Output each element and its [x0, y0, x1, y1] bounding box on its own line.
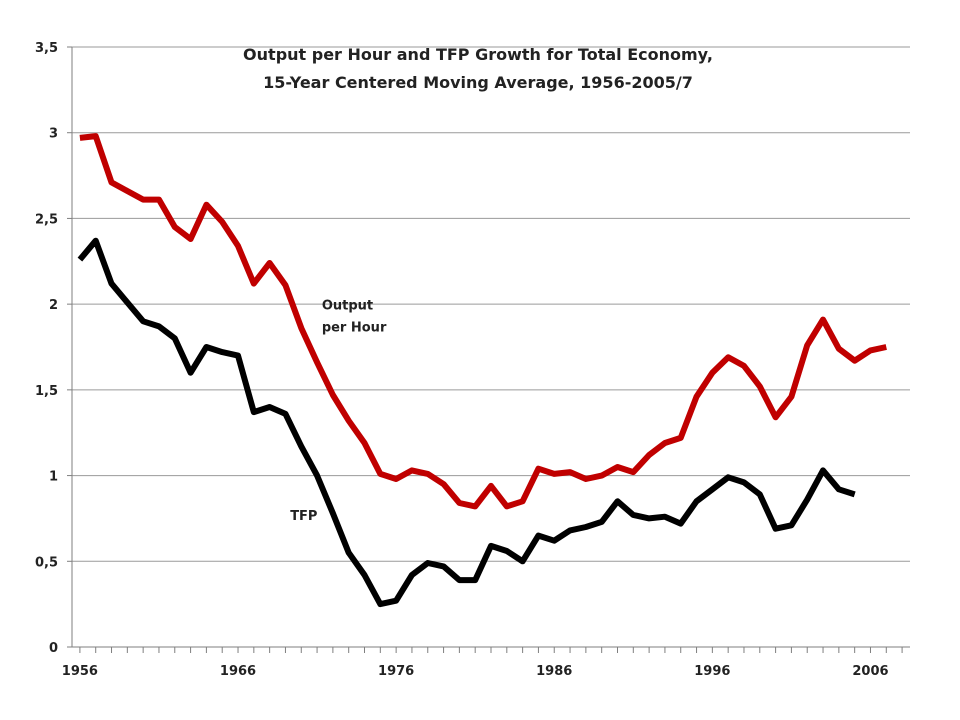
annotation-label: Output	[322, 298, 373, 313]
annotation-label: per Hour	[322, 320, 387, 335]
x-tick-label: 1956	[62, 664, 98, 679]
gridlines	[72, 46, 910, 562]
chart-title: Output per Hour and TFP Growth for Total…	[243, 45, 713, 64]
y-tick-label: 2	[49, 298, 58, 313]
axes	[67, 46, 910, 653]
chart-subtitle: 15-Year Centered Moving Average, 1956-20…	[263, 73, 693, 92]
y-tick-label: 3,5	[35, 41, 58, 56]
series-line-output-per-hour	[79, 133, 887, 510]
y-axis-ticks: 0 0,5 1 1,5 2 2,5 3 3,5	[35, 41, 58, 656]
annotations: Output per Hour TFP	[290, 298, 387, 524]
x-tick-label: 1996	[694, 664, 730, 679]
x-axis-ticks: 1956 1966 1976 1986 1996 2006	[62, 664, 889, 679]
y-tick-label: 1	[49, 470, 58, 485]
x-tick-label: 2006	[852, 664, 888, 679]
x-tick-label: 1966	[220, 664, 256, 679]
y-tick-label: 2,5	[35, 212, 58, 227]
y-tick-label: 3	[49, 127, 58, 142]
x-tick-label: 1976	[378, 664, 414, 679]
series-line-tfp	[77, 237, 856, 608]
y-tick-label: 1,5	[35, 384, 58, 399]
series-layer	[77, 133, 887, 608]
y-tick-label: 0	[49, 641, 58, 656]
annotation-label: TFP	[290, 509, 317, 524]
x-tick-label: 1986	[536, 664, 572, 679]
y-tick-label: 0,5	[35, 555, 58, 570]
